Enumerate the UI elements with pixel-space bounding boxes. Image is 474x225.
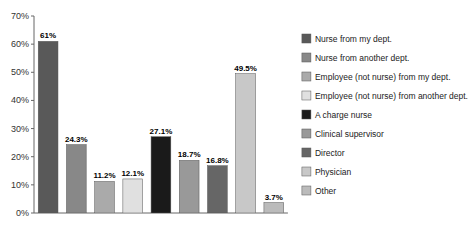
tick-label: 20%	[11, 152, 29, 162]
y-axis: 0% 10% 20% 30% 40% 50% 60% 70%	[11, 11, 34, 218]
data-label: 11.2%	[93, 171, 115, 180]
legend-label: Director	[315, 148, 345, 158]
bar	[123, 179, 143, 213]
legend-item: Clinical supervisor	[302, 129, 384, 139]
legend-label: Other	[315, 186, 336, 196]
tick-label: 0%	[16, 208, 29, 218]
legend-item: Physician	[302, 167, 352, 177]
legend-swatch	[302, 72, 311, 81]
bar	[38, 41, 58, 213]
legend-swatch	[302, 129, 311, 138]
data-label: 16.8%	[206, 156, 229, 165]
chart: Nurse from my dept. Nurse from another de…	[0, 0, 474, 225]
tick-label: 50%	[11, 67, 29, 77]
bar	[208, 166, 228, 213]
data-label: 12.1%	[121, 169, 144, 178]
data-label: 18.7%	[178, 150, 201, 159]
legend-label: Employee (not nurse) from my dept.	[315, 72, 451, 82]
legend-item: Employee (not nurse) from another dept.	[302, 91, 468, 101]
bar	[236, 74, 256, 213]
data-label: 3.7%	[265, 193, 283, 202]
tick-label: 10%	[11, 180, 29, 190]
data-labels: 61% 24.3% 11.2% 12.1% 27.1% 18.7% 16.8% 49.5% 3.…	[40, 31, 283, 201]
legend-swatch	[302, 91, 311, 100]
bar	[66, 145, 86, 213]
y-axis-line	[34, 16, 35, 213]
legend-item: Nurse from my dept.	[302, 34, 392, 44]
legend-swatch	[302, 53, 311, 62]
tick-label: 60%	[11, 39, 29, 49]
bar	[95, 181, 115, 213]
tick-label: 40%	[11, 95, 29, 105]
legend: Nurse from my dept. Nurse from another de…	[302, 34, 468, 196]
legend-swatch	[302, 167, 311, 176]
bar	[151, 137, 171, 213]
data-label: 24.3%	[65, 135, 88, 144]
data-label: 49.5%	[234, 64, 257, 73]
legend-item: Nurse from another dept.	[302, 53, 410, 63]
bar	[179, 160, 199, 213]
legend-label: Physician	[315, 167, 352, 177]
tick-label: 30%	[11, 124, 29, 134]
legend-swatch	[302, 34, 311, 43]
legend-label: A charge nurse	[315, 110, 372, 120]
tick-label: 70%	[11, 11, 29, 21]
bars	[38, 41, 283, 213]
legend-label: Clinical supervisor	[315, 129, 384, 139]
legend-swatch	[302, 186, 311, 195]
legend-label: Nurse from another dept.	[315, 53, 410, 63]
legend-item: A charge nurse	[302, 110, 372, 120]
data-label: 61%	[40, 31, 56, 40]
legend-item: Other	[302, 186, 336, 196]
legend-swatch	[302, 148, 311, 157]
legend-swatch	[302, 110, 311, 119]
legend-item: Employee (not nurse) from my dept.	[302, 72, 451, 82]
bar	[264, 203, 284, 213]
legend-label: Nurse from my dept.	[315, 34, 392, 44]
legend-item: Director	[302, 148, 345, 158]
data-label: 27.1%	[150, 127, 173, 136]
legend-label: Employee (not nurse) from another dept.	[315, 91, 468, 101]
